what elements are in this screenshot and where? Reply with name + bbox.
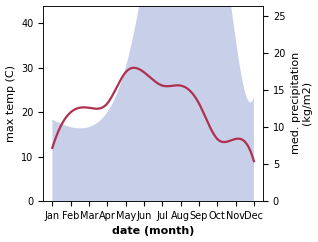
- Y-axis label: med. precipitation
(kg/m2): med. precipitation (kg/m2): [291, 52, 313, 154]
- Y-axis label: max temp (C): max temp (C): [5, 65, 16, 142]
- X-axis label: date (month): date (month): [112, 227, 194, 236]
